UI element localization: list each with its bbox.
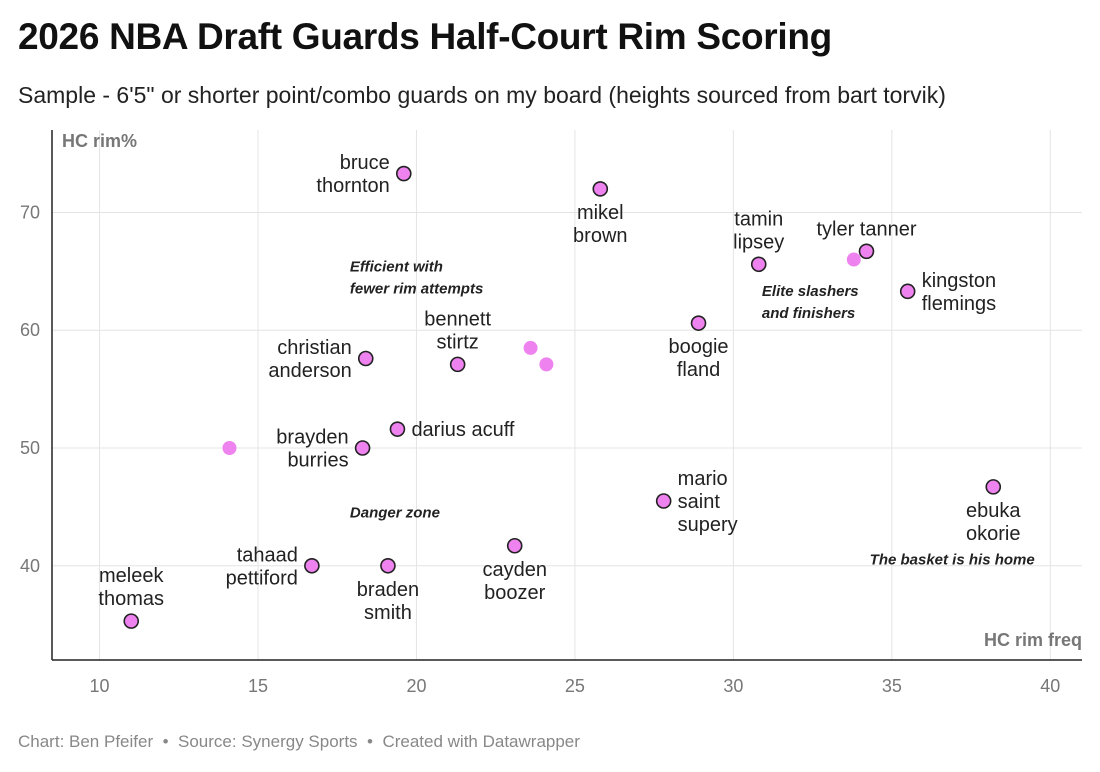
point-label: boogie	[668, 336, 728, 358]
x-tick-label: 15	[248, 676, 268, 696]
point-label: flemings	[922, 293, 996, 315]
point-unlabeled	[523, 340, 538, 355]
chart-title: 2026 NBA Draft Guards Half-Court Rim Sco…	[18, 16, 832, 57]
point-label: smith	[364, 602, 412, 624]
point-label: pettiford	[226, 567, 298, 589]
point-label: thomas	[98, 588, 164, 610]
point-cayden-boozer	[506, 537, 523, 554]
x-tick-label: 35	[882, 676, 902, 696]
annotation-basket-is-home: The basket is his home	[870, 552, 1035, 569]
point-label: kingston	[922, 270, 997, 292]
point-tamin-lipsey	[750, 256, 767, 273]
point-tyler-tanner	[858, 243, 875, 260]
footer-tool: Created with Datawrapper	[382, 732, 580, 751]
point-mario-saint-supery	[655, 493, 672, 509]
y-tick-label: 70	[20, 202, 40, 222]
point-meleek-thomas	[123, 613, 140, 629]
point-label: brown	[573, 225, 627, 247]
footer-separator: •	[367, 732, 373, 751]
point-label: ebuka	[966, 500, 1021, 522]
point-label: meleek	[99, 565, 164, 587]
y-tick-label: 60	[20, 320, 40, 340]
point-bennett-stirtz	[449, 356, 466, 373]
point-label: mikel	[577, 202, 624, 224]
annotation-danger-zone: Danger zone	[350, 504, 440, 521]
point-braden-smith	[380, 557, 396, 574]
point-label: okorie	[966, 523, 1020, 545]
x-tick-label: 20	[406, 676, 426, 696]
y-axis-title: HC rim%	[62, 131, 137, 151]
point-bruce-thornton	[395, 165, 412, 182]
x-axis-title: HC rim freq	[984, 630, 1082, 650]
point-label: burries	[287, 450, 348, 472]
point-label: stirtz	[437, 331, 479, 353]
point-tahaad-pettiford	[304, 557, 320, 574]
point-label: bennett	[424, 308, 491, 330]
point-label: saint	[678, 491, 721, 513]
point-label: bruce	[340, 152, 390, 174]
point-label: anderson	[268, 360, 351, 382]
point-darius-acuff	[389, 421, 406, 437]
point-label: brayden	[276, 427, 348, 449]
point-label: boozer	[484, 582, 545, 604]
point-label: braden	[357, 579, 419, 601]
x-tick-label: 30	[723, 676, 743, 696]
chart-subtitle: Sample - 6'5" or shorter point/combo gua…	[18, 82, 946, 108]
point-label: tahaad	[237, 544, 298, 566]
y-tick-label: 50	[20, 438, 40, 458]
point-label: fland	[677, 359, 720, 381]
point-label: tyler tanner	[816, 218, 916, 240]
point-ebuka-okorie	[985, 479, 1002, 495]
point-kingston-flemings	[899, 283, 916, 300]
footer-credit: Chart: Ben Pfeifer	[18, 732, 154, 751]
point-unlabeled	[539, 357, 554, 372]
point-christian-anderson	[357, 350, 374, 367]
point-label: lipsey	[733, 231, 784, 253]
annotation-efficient-fewer-attempts: fewer rim attempts	[350, 280, 483, 297]
annotation-elite-slashers: Elite slashers	[762, 283, 859, 300]
x-tick-label: 10	[90, 676, 110, 696]
point-unlabeled	[846, 252, 861, 267]
point-label: mario	[678, 468, 728, 490]
annotation-elite-slashers: and finishers	[762, 305, 855, 322]
footer-source: Source: Synergy Sports	[178, 732, 358, 751]
y-tick-label: 40	[20, 556, 40, 576]
point-label: supery	[678, 514, 738, 536]
point-mikel-brown	[592, 181, 609, 197]
point-label: tamin	[734, 208, 783, 230]
x-tick-label: 25	[565, 676, 585, 696]
point-label: thornton	[316, 175, 389, 197]
point-unlabeled	[222, 441, 237, 455]
point-label: christian	[277, 337, 351, 359]
point-brayden-burries	[354, 440, 371, 456]
annotation-efficient-fewer-attempts: Efficient with	[350, 258, 443, 275]
point-label: cayden	[482, 559, 547, 581]
x-tick-label: 40	[1040, 676, 1060, 696]
chart-footer: Chart: Ben Pfeifer • Source: Synergy Spo…	[18, 732, 580, 752]
point-boogie-fland	[690, 315, 707, 331]
point-label: darius acuff	[411, 419, 514, 441]
footer-separator: •	[162, 732, 169, 751]
